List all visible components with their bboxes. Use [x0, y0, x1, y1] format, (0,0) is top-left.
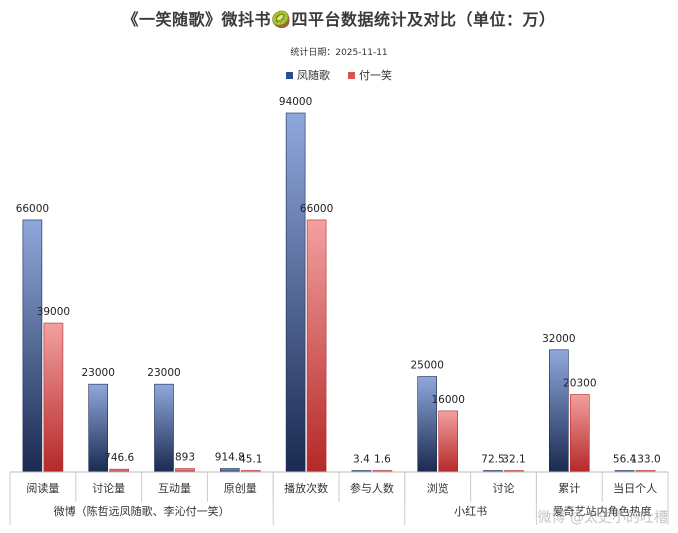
data-label: 16000	[431, 394, 464, 406]
x-tick-label: 阅读量	[26, 481, 59, 495]
legend-label-series1: 凤随歌	[297, 69, 330, 82]
legend-item-series2: 付一笑	[348, 67, 392, 83]
x-tick-label: 当日个人	[613, 481, 657, 495]
x-tick-label: 参与人数	[350, 481, 394, 495]
bar-series2	[438, 410, 459, 473]
bar-series2	[43, 322, 64, 473]
data-label: 1.6	[374, 454, 391, 466]
data-label: 893	[175, 452, 195, 464]
data-label: 32000	[542, 333, 575, 345]
group-label: 小红书	[454, 505, 487, 518]
legend-item-series1: 凤随歌	[286, 67, 330, 83]
bar-series2	[175, 468, 195, 473]
group-label: 爱奇艺站内角色热度	[553, 504, 652, 518]
bar-series1	[417, 376, 438, 473]
bar-series1	[22, 219, 43, 473]
x-tick-label: 原创量	[224, 482, 257, 495]
data-label: 66000	[16, 203, 49, 215]
data-label: 94000	[279, 96, 312, 108]
data-label: 66000	[300, 203, 333, 215]
data-label: 45.1	[239, 454, 262, 466]
data-label: 56.4	[613, 454, 637, 466]
data-label: 25000	[410, 360, 443, 372]
bar-series1	[220, 468, 240, 473]
legend-swatch-series2	[348, 71, 355, 79]
bar-series1	[154, 383, 174, 473]
legend-swatch-series1	[286, 71, 293, 79]
x-tick-label: 播放次数	[284, 481, 328, 495]
data-label: 914.8	[215, 452, 245, 464]
data-label: 746.6	[104, 452, 134, 464]
data-label: 23000	[147, 367, 180, 379]
data-label: 133.0	[631, 454, 661, 466]
bar-series1	[285, 112, 306, 473]
chart-title: 《一笑随歌》微抖书🥝四平台数据统计及对比（单位：万）	[122, 10, 556, 29]
data-label: 20300	[563, 377, 596, 389]
x-tick-label: 互动量	[158, 482, 191, 495]
data-label: 3.4	[353, 454, 370, 466]
x-tick-label: 累计	[558, 482, 580, 495]
bar-series2	[569, 394, 590, 473]
data-label: 39000	[37, 306, 70, 318]
watermark: 微博 @太史小的吐槽	[537, 510, 668, 526]
x-tick-label: 浏览	[427, 481, 449, 495]
x-tick-label: 讨论量	[92, 481, 125, 495]
bar-series2	[306, 219, 327, 473]
legend-label-series2: 付一笑	[359, 69, 392, 82]
chart-subtitle: 统计日期：2025-11-11	[290, 48, 388, 58]
data-label: 72.5	[481, 454, 504, 466]
bar-series1	[548, 349, 569, 473]
data-label: 23000	[81, 367, 114, 379]
group-label: 微博（陈哲远凤随歌、李沁付一笑）	[54, 504, 230, 518]
x-tick-label: 讨论	[493, 481, 515, 495]
chart-legend: 凤随歌 付一笑	[0, 67, 678, 83]
data-label: 32.1	[502, 454, 525, 466]
